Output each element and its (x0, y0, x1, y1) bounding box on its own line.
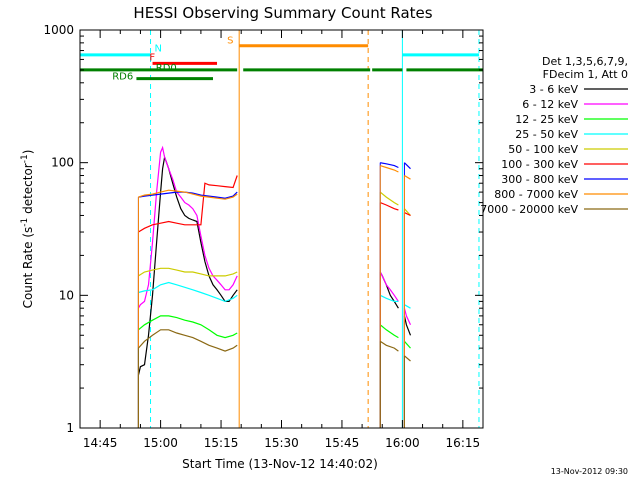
x-tick-label-3: 15:30 (264, 436, 299, 450)
legend-label-2: 12 - 25 keV (515, 113, 578, 126)
series-5 (137, 175, 411, 428)
timestamp: 13-Nov-2012 09:30 (551, 467, 628, 476)
series-5-segment-1 (379, 202, 399, 211)
series-2 (137, 315, 411, 428)
series-8-segment-2 (404, 355, 411, 362)
series-1-segment-1 (379, 271, 399, 302)
series-5-segment-0 (138, 175, 238, 233)
series-7-segment-0 (138, 189, 238, 200)
y-axis: 1 10 100 1000 (43, 23, 483, 435)
series-4-segment-0 (138, 267, 238, 277)
series-2-segment-0 (138, 315, 238, 339)
series-7-segment-1 (380, 165, 399, 173)
series-0 (137, 154, 412, 428)
y-axis-label: Count Rate (s-1 detector-1) (20, 150, 35, 309)
series-5-segment-2 (404, 212, 411, 217)
y-tick-label-1: 10 (59, 288, 74, 302)
y-tick-label-2: 100 (51, 156, 74, 170)
x-tick-label-1: 15:00 (143, 436, 178, 450)
x-tick-label-0: 14:45 (83, 436, 118, 450)
x-tick-label-6: 16:15 (446, 436, 481, 450)
legend-label-5: 100 - 300 keV (501, 158, 578, 171)
x-tick-label-2: 15:15 (204, 436, 239, 450)
series-3-segment-1 (379, 294, 399, 302)
flag-label-rd0: RD0 (156, 63, 177, 74)
legend: Det 1,3,5,6,7,9, FDecim 1, Att 0 3 - 6 k… (480, 55, 628, 216)
flag-label-s: S (227, 36, 233, 47)
series-0-segment-2 (403, 315, 412, 336)
flag-label-rd6: RD6 (112, 71, 133, 82)
series-3-segment-2 (404, 304, 411, 309)
x-tick-label-5: 16:00 (385, 436, 420, 450)
series-6-segment-1 (380, 162, 399, 169)
legend-label-6: 300 - 800 keV (501, 173, 578, 186)
series-8 (137, 329, 411, 428)
series-6-segment-2 (403, 162, 411, 170)
legend-header-line-2: FDecim 1, Att 0 (543, 68, 628, 81)
legend-label-7: 800 - 7000 keV (494, 188, 578, 201)
flag-label-f: F (149, 52, 155, 63)
series-8-segment-1 (379, 340, 399, 352)
legend-label-0: 3 - 6 keV (529, 83, 578, 96)
series-1-segment-0 (137, 145, 238, 309)
series-0-segment-0 (137, 154, 238, 376)
flag-label-n: N (155, 43, 162, 54)
series-layer (137, 145, 412, 428)
series-4 (137, 191, 411, 428)
y-tick-label-3: 1000 (43, 23, 74, 37)
legend-label-4: 50 - 100 keV (508, 143, 578, 156)
y-tick-label-0: 1 (66, 421, 74, 435)
legend-header-line-1: Det 1,3,5,6,7,9, (542, 55, 628, 68)
legend-label-1: 6 - 12 keV (522, 98, 578, 111)
series-7-segment-2 (404, 174, 411, 180)
series-8-segment-0 (137, 329, 238, 352)
x-axis: 14:45 15:00 15:15 15:30 15:45 16:00 16:15 (79, 30, 484, 450)
legend-label-3: 25 - 50 keV (515, 128, 578, 141)
series-3-segment-0 (138, 281, 238, 303)
series-1 (137, 145, 412, 428)
series-4-segment-1 (379, 191, 399, 206)
series-2-segment-1 (379, 324, 399, 339)
series-1-segment-2 (403, 308, 412, 326)
x-axis-label: Start Time (13-Nov-12 14:40:02) (182, 457, 378, 471)
chart-title: HESSI Observing Summary Count Rates (133, 4, 432, 22)
series-3 (137, 281, 411, 428)
legend-label-8: 7000 - 20000 keV (480, 203, 578, 216)
series-2-segment-2 (403, 340, 411, 349)
x-tick-label-4: 15:45 (325, 436, 360, 450)
